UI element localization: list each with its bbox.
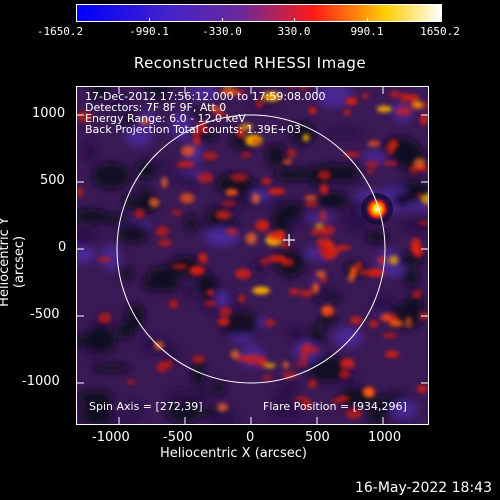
energy-range-text: Energy Range: 6.0 - 12.0 keV (85, 112, 246, 125)
y-tick-label: 500 (40, 173, 65, 188)
colorbar-tick (294, 18, 295, 22)
y-axis-label: Heliocentric Y (arcsec) (0, 217, 27, 307)
colorbar-label: 1650.2 (420, 25, 460, 38)
spin-axis-text: Spin Axis = [272,39] (89, 400, 203, 413)
date-stamp: 16-May-2022 18:43 (354, 480, 492, 496)
flare-source (361, 193, 393, 225)
colorbar-tick (222, 18, 223, 22)
x-axis-label: Heliocentric X (arcsec) (160, 446, 307, 461)
colorbar-label: 990.1 (350, 25, 384, 38)
colorbar-tick (440, 18, 441, 22)
x-tick-label: -1000 (92, 430, 130, 445)
y-tick-label: -1000 (22, 374, 60, 389)
colorbar (76, 4, 442, 22)
flare-position-text: Flare Position = [934,296] (263, 400, 407, 413)
spin-axis-marker (283, 234, 295, 246)
red-pattern (77, 87, 428, 419)
y-tick-label: 1000 (32, 106, 66, 121)
colorbar-tick (149, 18, 150, 22)
rhessi-image: 17-Dec-2012 17:56:12.000 to 17:59:08.000… (76, 86, 429, 425)
x-tick-label: 1000 (368, 430, 402, 445)
detectors-text: Detectors: 7F 8F 9F, Att 0 (85, 101, 227, 114)
time-range-text: 17-Dec-2012 17:56:12.000 to 17:59:08.000 (85, 90, 326, 103)
method-counts-text: Back Projection Total counts: 1.39E+03 (85, 123, 301, 136)
colorbar-label: -330.0 (202, 25, 242, 38)
colorbar-label: 330.0 (277, 25, 311, 38)
y-tick-label: 0 (58, 240, 67, 255)
colorbar-label: -1650.2 (36, 25, 84, 38)
image-canvas (77, 87, 428, 424)
colorbar-tick (76, 18, 77, 22)
colorbar-label: -990.1 (129, 25, 169, 38)
plot-ticks (77, 87, 428, 424)
x-tick-label: 0 (246, 430, 255, 445)
image-title: Reconstructed RHESSI Image (133, 54, 367, 72)
solar-limb-circle (116, 114, 386, 384)
y-tick-label: -500 (30, 307, 60, 322)
colorbar-tick (367, 18, 368, 22)
x-tick-label: -500 (163, 430, 193, 445)
x-tick-label: 500 (305, 430, 330, 445)
